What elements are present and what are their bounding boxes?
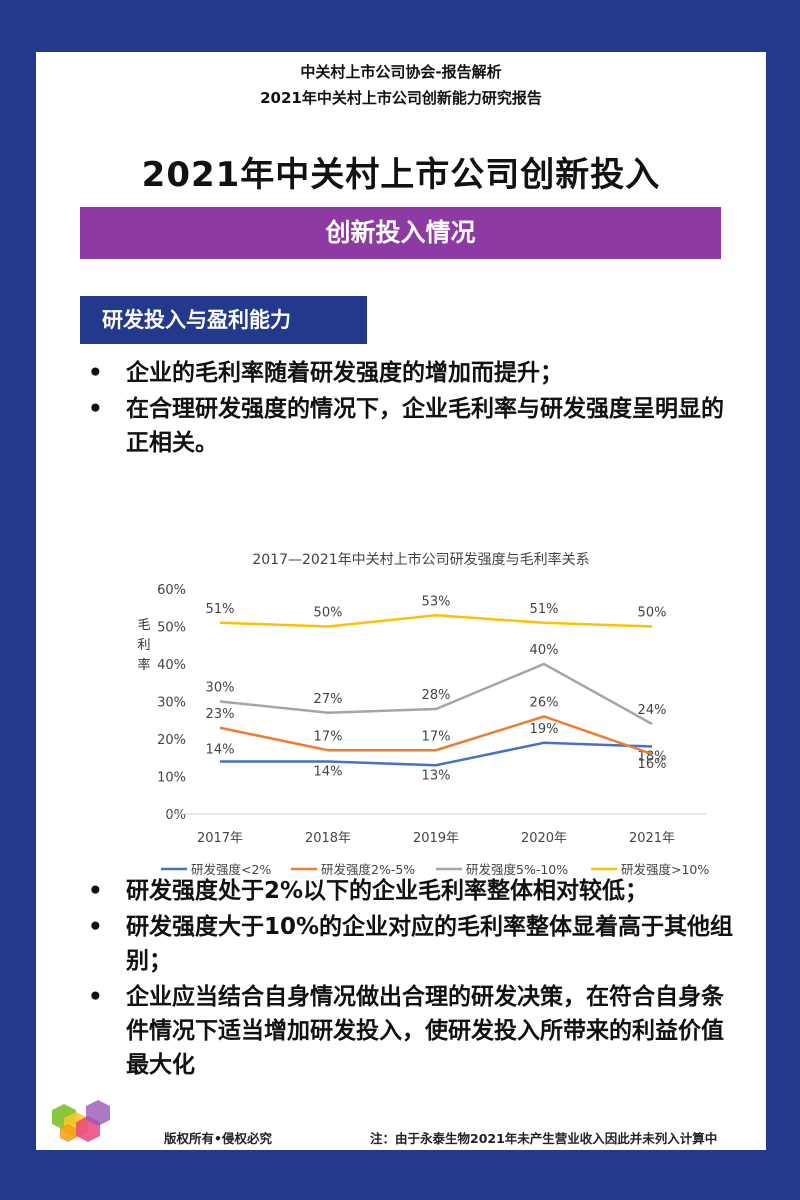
- data-label: 24%: [638, 703, 667, 718]
- data-label: 26%: [530, 696, 559, 711]
- copyright-text: 版权所有•侵权必究: [164, 1131, 272, 1146]
- data-label: 40%: [530, 643, 559, 658]
- x-tick-label: 2018年: [305, 831, 351, 846]
- series-line: [219, 662, 653, 726]
- data-label: 53%: [422, 594, 451, 609]
- y-axis-label: 毛利率: [137, 618, 150, 673]
- data-label: 14%: [206, 743, 235, 758]
- legend-label: 研发强度2%-5%: [321, 862, 415, 877]
- bullet-dot: •: [88, 878, 103, 904]
- bullet-item: • 企业的毛利率随着研发强度的增加而提升；: [84, 356, 734, 390]
- bullet-dot: •: [88, 984, 103, 1010]
- y-tick-label: 10%: [157, 771, 186, 786]
- data-label: 17%: [314, 729, 343, 744]
- footnote-text: 注：由于永泰生物2021年未产生营业收入因此并未列入计算中: [370, 1131, 718, 1146]
- data-label: 28%: [422, 688, 451, 703]
- bullet-list-top: • 企业的毛利率随着研发强度的增加而提升； • 在合理研发强度的情况下，企业毛利率与…: [84, 356, 734, 462]
- section-tab: 研发投入与盈利能力: [80, 296, 367, 344]
- data-label: 27%: [314, 692, 343, 707]
- data-label: 14%: [314, 765, 343, 780]
- legend-label: 研发强度<2%: [191, 862, 271, 877]
- bullet-text: 企业的毛利率随着研发强度的增加而提升；: [126, 360, 563, 386]
- data-label: 19%: [530, 722, 559, 737]
- bullet-dot: •: [88, 914, 103, 940]
- bullet-list-bottom: • 研发强度处于2%以下的企业毛利率整体相对较低； • 研发强度大于10%的企业对应…: [84, 874, 734, 1084]
- data-label: 30%: [206, 681, 235, 696]
- y-tick-label: 60%: [157, 583, 186, 598]
- association-logo: [52, 1100, 110, 1142]
- bullet-item: • 研发强度处于2%以下的企业毛利率整体相对较低；: [84, 874, 734, 908]
- y-tick-label: 40%: [157, 658, 186, 673]
- data-label: 13%: [422, 768, 451, 783]
- data-label: 23%: [206, 707, 235, 722]
- y-tick-label: 20%: [157, 733, 186, 748]
- data-label: 18%: [638, 750, 667, 765]
- bullet-text: 研发强度大于10%的企业对应的毛利率整体显着高于其他组别；: [126, 914, 734, 974]
- series-line: [220, 741, 653, 767]
- x-tick-label: 2021年: [629, 831, 675, 846]
- legend-label: 研发强度5%-10%: [466, 862, 568, 877]
- bullet-text: 企业应当结合自身情况做出合理的研发决策，在符合自身条件情况下适当增加研发投入，使…: [126, 984, 724, 1078]
- bullet-dot: •: [88, 360, 103, 386]
- data-label: 50%: [638, 606, 667, 621]
- series-line: [219, 715, 653, 756]
- y-tick-label: 0%: [165, 808, 186, 823]
- page-title: 2021年中关村上市公司创新投入: [141, 155, 661, 195]
- header-line-1: 中关村上市公司协会-报告解析: [300, 63, 502, 81]
- data-label: 50%: [314, 606, 343, 621]
- report-card: 中关村上市公司协会-报告解析 2021年中关村上市公司创新能力研究报告 2021…: [36, 52, 766, 1150]
- y-tick-label: 50%: [157, 621, 186, 636]
- bullet-item: • 研发强度大于10%的企业对应的毛利率整体显着高于其他组别；: [84, 910, 734, 978]
- x-tick-label: 2019年: [413, 831, 459, 846]
- y-tick-label: 30%: [157, 696, 186, 711]
- bullet-text: 研发强度处于2%以下的企业毛利率整体相对较低；: [126, 878, 649, 904]
- x-tick-label: 2017年: [197, 831, 243, 846]
- data-label: 17%: [422, 729, 451, 744]
- bullet-text: 在合理研发强度的情况下，企业毛利率与研发强度呈明显的正相关。: [126, 396, 724, 456]
- chart-title: 2017—2021年中关村上市公司研发强度与毛利率关系: [252, 551, 589, 568]
- bullet-item: • 在合理研发强度的情况下，企业毛利率与研发强度呈明显的正相关。: [84, 392, 734, 460]
- series-line: [219, 613, 653, 628]
- bullet-item: • 企业应当结合自身情况做出合理的研发决策，在符合自身条件情况下适当增加研发投入，…: [84, 980, 734, 1082]
- data-label: 16%: [638, 757, 667, 772]
- legend-label: 研发强度>10%: [621, 862, 709, 877]
- data-label: 51%: [530, 602, 559, 617]
- section-banner: 创新投入情况: [80, 207, 721, 259]
- x-tick-label: 2020年: [521, 831, 567, 846]
- bullet-dot: •: [88, 396, 103, 422]
- header-line-2: 2021年中关村上市公司创新能力研究报告: [260, 89, 542, 107]
- data-label: 51%: [206, 602, 235, 617]
